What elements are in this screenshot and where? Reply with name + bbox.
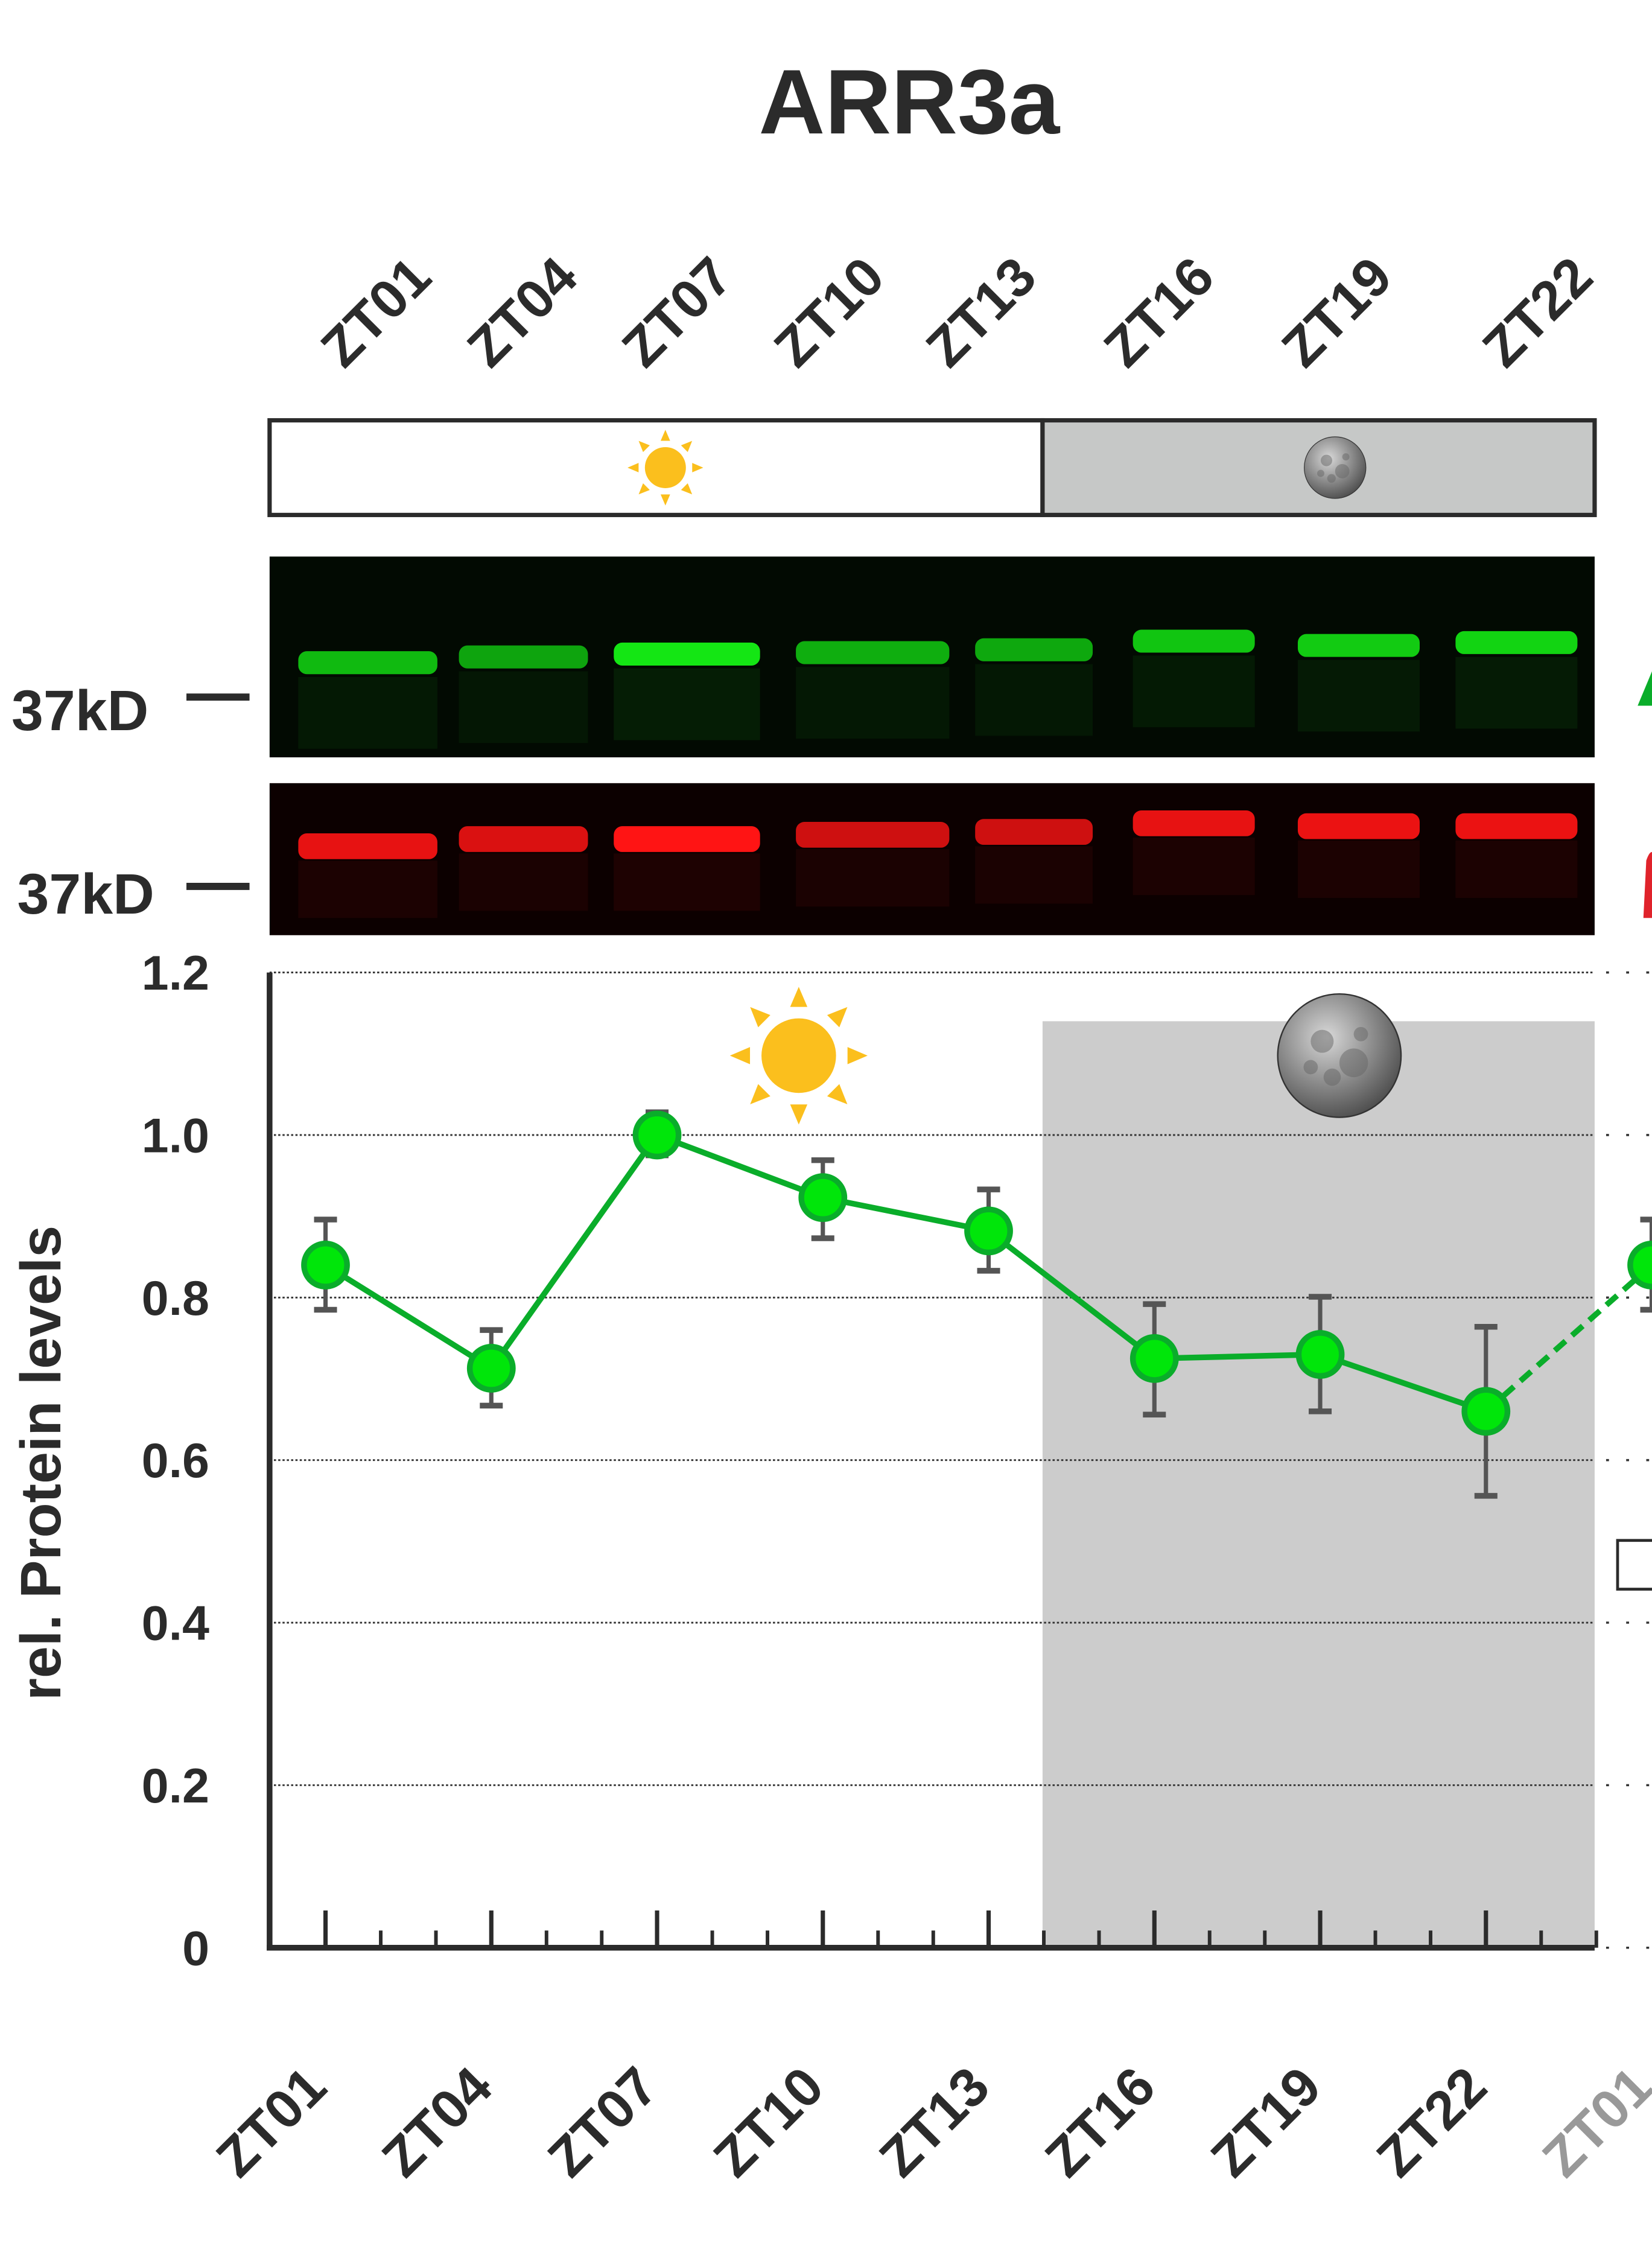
- red-band: [1297, 813, 1420, 839]
- lane-label: ZT16: [1093, 246, 1225, 378]
- y-tick-label: 0.2: [142, 1759, 209, 1813]
- x-tick-label: ZT19: [1199, 2055, 1332, 2188]
- red-band: [975, 819, 1093, 845]
- y-tick-label: 0.6: [142, 1434, 209, 1488]
- x-tick-label: ZT07: [536, 2055, 669, 2188]
- x-tick-label: ZT16: [1034, 2055, 1166, 2188]
- series-segment-dashed: [1484, 1262, 1652, 1414]
- legend-box-fragment: [1616, 1539, 1652, 1591]
- x-tick-label: ZT13: [868, 2055, 1001, 2188]
- y-tick-label: 0.8: [142, 1271, 209, 1326]
- x-tick-label: ZT04: [370, 2055, 503, 2188]
- y-axis-label: rel. Protein levels: [9, 1226, 73, 1700]
- red-band: [796, 822, 950, 848]
- green-antibody-label-fragment: [1638, 671, 1652, 706]
- sun-icon: [729, 987, 868, 1125]
- data-point: [632, 1110, 682, 1160]
- series-segment: [1154, 1351, 1321, 1362]
- lane-label: ZT22: [1471, 246, 1604, 378]
- red-band: [614, 826, 760, 852]
- green-marker-label: 37kD: [11, 679, 148, 743]
- series-segment: [986, 1229, 1157, 1361]
- red-band: [1133, 810, 1255, 836]
- green-band: [1455, 631, 1578, 654]
- x-tick-label: ZT01: [1531, 2055, 1652, 2188]
- y-tick-label: 0.4: [142, 1597, 209, 1651]
- red-band: [459, 826, 588, 852]
- green-band: [1133, 629, 1255, 653]
- chart-title: ARR3a: [758, 51, 1060, 153]
- green-band: [975, 638, 1093, 661]
- data-point: [1295, 1330, 1345, 1379]
- lane-label: ZT07: [611, 246, 743, 378]
- lane-label: ZT13: [915, 246, 1047, 378]
- data-point: [964, 1206, 1013, 1256]
- red-antibody-label-fragment: [1643, 851, 1652, 918]
- series-segment: [656, 1132, 824, 1201]
- x-tick-label: ZT22: [1365, 2055, 1498, 2188]
- green-band: [459, 645, 588, 669]
- green-band: [614, 642, 760, 666]
- lane-label: ZT10: [763, 246, 895, 378]
- data-point: [301, 1241, 350, 1290]
- green-blot: [269, 556, 1595, 758]
- data-point: [1461, 1387, 1511, 1436]
- y-tick-label: 1.2: [142, 946, 209, 1000]
- series-segment: [324, 1262, 493, 1371]
- lane-labels: ZT01 ZT04 ZT07 ZT10 ZT13 ZT16 ZT19 ZT22: [310, 246, 1604, 378]
- red-blot: [269, 783, 1595, 935]
- night-shading: [1042, 1021, 1595, 1948]
- series-segment: [1319, 1352, 1487, 1414]
- data-point: [798, 1173, 848, 1223]
- red-band: [298, 833, 437, 859]
- moon-icon: [1277, 993, 1402, 1118]
- lane-label: ZT04: [456, 246, 589, 378]
- light-dark-bar: [267, 418, 1597, 517]
- sun-icon: [627, 430, 704, 506]
- red-band: [1455, 813, 1578, 839]
- green-band: [298, 651, 437, 675]
- data-point: [1627, 1241, 1652, 1290]
- x-tick-label: ZT01: [205, 2055, 338, 2188]
- x-tick-label: ZT10: [702, 2055, 835, 2188]
- y-tick-label: 1.0: [142, 1109, 209, 1163]
- data-point: [1129, 1334, 1179, 1383]
- series-segment: [822, 1194, 990, 1234]
- data-point: [466, 1344, 516, 1393]
- lane-label: ZT19: [1271, 246, 1403, 378]
- series-segment: [489, 1133, 659, 1370]
- y-tick-label: 0: [182, 1921, 209, 1976]
- red-marker-label: 37kD: [17, 862, 154, 926]
- green-band: [1297, 634, 1420, 657]
- moon-icon: [1304, 436, 1367, 499]
- lane-label: ZT01: [310, 246, 442, 378]
- green-band: [796, 641, 950, 664]
